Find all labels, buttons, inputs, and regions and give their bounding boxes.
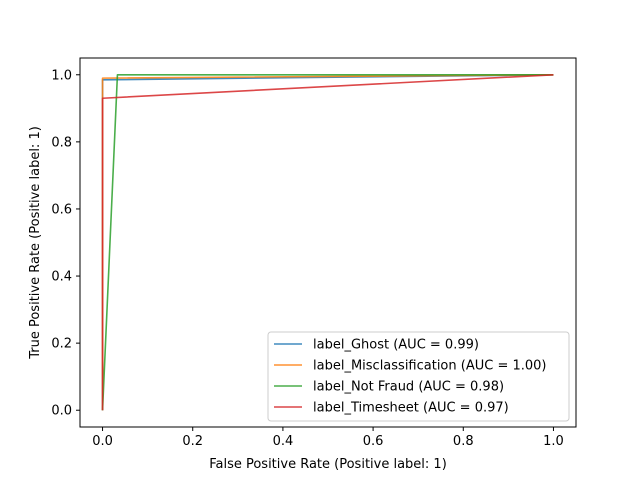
- legend-label-1: label_Ghost (AUC = 0.99): [313, 338, 479, 353]
- x-tick-label: 0.0: [92, 434, 113, 449]
- series-line-3: [101, 73, 554, 411]
- x-axis-ticks: 0.0 0.2 0.4 0.6 0.8 1.0: [92, 427, 564, 449]
- y-tick-label: 0.6: [51, 202, 72, 217]
- y-tick-label: 1.0: [51, 68, 72, 83]
- plot-lines: [101, 73, 554, 411]
- x-tick-label: 0.2: [182, 434, 203, 449]
- y-axis-ticks: 0.0 0.2 0.4 0.6 0.8 1.0: [51, 68, 80, 419]
- y-tick-label: 0.2: [51, 337, 72, 352]
- legend-label-4: label_Timesheet (AUC = 0.97): [313, 401, 509, 416]
- y-tick-label: 0.8: [51, 135, 72, 150]
- x-axis-label: False Positive Rate (Positive label: 1): [209, 457, 447, 472]
- y-tick-label: 0.4: [51, 270, 72, 285]
- x-tick-label: 0.8: [453, 434, 474, 449]
- x-tick-label: 0.4: [273, 434, 294, 449]
- axes-frame: [79, 57, 577, 428]
- x-tick-label: 1.0: [543, 434, 564, 449]
- series-line-4: [101, 73, 554, 411]
- legend-box: [267, 331, 570, 422]
- legend: label_Ghost (AUC = 0.99) label_Misclassif…: [267, 331, 570, 422]
- x-tick-label: 0.6: [363, 434, 384, 449]
- legend-label-3: label_Not Fraud (AUC = 0.98): [313, 380, 504, 395]
- y-axis-label: True Positive Rate (Positive label: 1): [28, 126, 43, 360]
- y-tick-label: 0.0: [51, 404, 72, 419]
- legend-label-2: label_Misclassification (AUC = 1.00): [313, 359, 547, 374]
